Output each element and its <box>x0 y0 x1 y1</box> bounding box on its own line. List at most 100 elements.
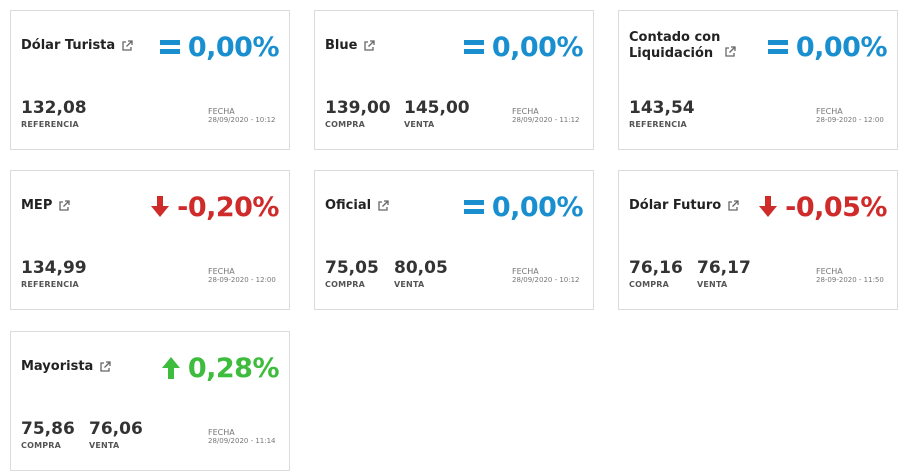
date-label: FECHA <box>512 267 539 276</box>
card-title-link[interactable]: Blue <box>325 11 465 81</box>
arrow-down-icon <box>759 196 778 217</box>
value-label: REFERENCIA <box>21 280 79 289</box>
value-label: COMPRA <box>21 441 62 450</box>
variation-value: 0,28% <box>187 352 280 384</box>
value-block-compra: 75,05 COMPRA <box>325 257 379 289</box>
date-value: 28/09/2020 - 11:12 <box>512 116 580 124</box>
date-block: FECHA 28/09/2020 - 10:12 <box>208 107 276 125</box>
card-oficial: Oficial 0,00% 75,05 COMPRA 80,05 VENTA F… <box>314 170 594 310</box>
variation: -0,05% <box>759 189 887 225</box>
value-number: 145,00 <box>404 98 470 118</box>
card-title: Mayorista <box>21 359 94 374</box>
value-block-compra: 139,00 COMPRA <box>325 97 391 129</box>
variation-value: 0,00% <box>491 191 584 223</box>
date-block: FECHA 28-09-2020 - 12:00 <box>816 107 884 125</box>
external-link-icon <box>725 46 736 57</box>
card-title: Dólar Futuro <box>629 198 722 213</box>
value-number: 132,08 <box>21 98 87 118</box>
value-number: 139,00 <box>325 98 391 118</box>
card-title-link[interactable]: MEP <box>21 171 161 241</box>
value-label: VENTA <box>404 120 435 129</box>
external-link-icon <box>378 200 389 211</box>
value-block-venta: 76,06 VENTA <box>89 418 143 450</box>
value-label: COMPRA <box>629 280 670 289</box>
card-title: Dólar Turista <box>21 38 116 53</box>
arrow-up-icon <box>161 357 180 379</box>
value-block-venta: 80,05 VENTA <box>394 257 448 289</box>
external-link-icon <box>59 200 71 211</box>
value-label: REFERENCIA <box>629 120 687 129</box>
value-label: COMPRA <box>325 280 366 289</box>
date-block: FECHA 28-09-2020 - 12:00 <box>208 267 276 285</box>
date-block: FECHA 28/09/2020 - 10:12 <box>512 267 580 285</box>
variation-value: -0,05% <box>785 191 887 223</box>
card-mayorista: Mayorista 0,28% 75,86 COMPRA 76,06 VENTA… <box>10 331 290 471</box>
card-title-link[interactable]: Contado con Liquidación <box>629 11 769 81</box>
value-block: 132,08 REFERENCIA <box>21 97 87 129</box>
card-dolar-turista: Dólar Turista 0,00% 132,08 REFERENCIA FE… <box>10 10 290 150</box>
date-label: FECHA <box>816 107 843 116</box>
value-label: VENTA <box>697 280 728 289</box>
arrow-down-icon <box>151 196 170 217</box>
value-label: VENTA <box>89 441 120 450</box>
value-block-compra: 76,16 COMPRA <box>629 257 683 289</box>
variation-value: -0,20% <box>177 191 279 223</box>
equal-icon <box>463 200 484 214</box>
card-title: Blue <box>325 38 358 53</box>
date-value: 28-09-2020 - 11:50 <box>816 276 884 284</box>
value-block-venta: 76,17 VENTA <box>697 257 751 289</box>
variation: -0,20% <box>151 189 279 225</box>
date-value: 28/09/2020 - 10:12 <box>208 116 276 124</box>
value-label: COMPRA <box>325 120 366 129</box>
card-mep: MEP -0,20% 134,99 REFERENCIA FECHA 28-09… <box>10 170 290 310</box>
variation: 0,28% <box>161 350 280 386</box>
value-block-compra: 75,86 COMPRA <box>21 418 75 450</box>
value-number: 76,16 <box>629 258 683 278</box>
value-block-venta: 145,00 VENTA <box>404 97 470 129</box>
variation-value: 0,00% <box>491 31 584 63</box>
date-label: FECHA <box>512 107 539 116</box>
variation-value: 0,00% <box>187 31 280 63</box>
value-number: 76,17 <box>697 258 751 278</box>
external-link-icon <box>100 361 111 372</box>
card-blue: Blue 0,00% 139,00 COMPRA 145,00 VENTA FE… <box>314 10 594 150</box>
value-number: 76,06 <box>89 419 143 439</box>
variation: 0,00% <box>767 29 888 65</box>
value-label: REFERENCIA <box>21 120 79 129</box>
variation: 0,00% <box>463 29 584 65</box>
date-value: 28-09-2020 - 12:00 <box>208 276 276 284</box>
value-number: 143,54 <box>629 98 695 118</box>
card-title: Oficial <box>325 198 372 213</box>
variation-value: 0,00% <box>795 31 888 63</box>
value-label: VENTA <box>394 280 425 289</box>
date-block: FECHA 28/09/2020 - 11:12 <box>512 107 580 125</box>
value-block: 143,54 REFERENCIA <box>629 97 695 129</box>
external-link-icon <box>728 200 739 211</box>
external-link-icon <box>364 40 376 51</box>
card-title-link[interactable]: Dólar Futuro <box>629 171 769 241</box>
equal-icon <box>159 40 180 54</box>
date-value: 28/09/2020 - 10:12 <box>512 276 580 284</box>
value-number: 75,05 <box>325 258 379 278</box>
card-dolar-futuro: Dólar Futuro -0,05% 76,16 COMPRA 76,17 V… <box>618 170 898 310</box>
card-title-link[interactable]: Dólar Turista <box>21 11 161 81</box>
card-title-line1: Contado con <box>629 30 721 45</box>
card-title: MEP <box>21 198 53 213</box>
date-label: FECHA <box>816 267 843 276</box>
variation: 0,00% <box>159 29 280 65</box>
date-label: FECHA <box>208 267 235 276</box>
equal-icon <box>767 40 788 54</box>
value-number: 134,99 <box>21 258 87 278</box>
date-block: FECHA 28/09/2020 - 11:14 <box>208 428 276 446</box>
card-title-link[interactable]: Oficial <box>325 171 465 241</box>
variation: 0,00% <box>463 189 584 225</box>
value-number: 80,05 <box>394 258 448 278</box>
value-number: 75,86 <box>21 419 75 439</box>
card-title-link[interactable]: Mayorista <box>21 332 161 402</box>
date-label: FECHA <box>208 428 235 437</box>
date-value: 28/09/2020 - 11:14 <box>208 437 276 445</box>
equal-icon <box>463 40 484 54</box>
date-label: FECHA <box>208 107 235 116</box>
card-contado-con-liquidacion: Contado con Liquidación 0,00% 143,54 REF… <box>618 10 898 150</box>
date-block: FECHA 28-09-2020 - 11:50 <box>816 267 884 285</box>
